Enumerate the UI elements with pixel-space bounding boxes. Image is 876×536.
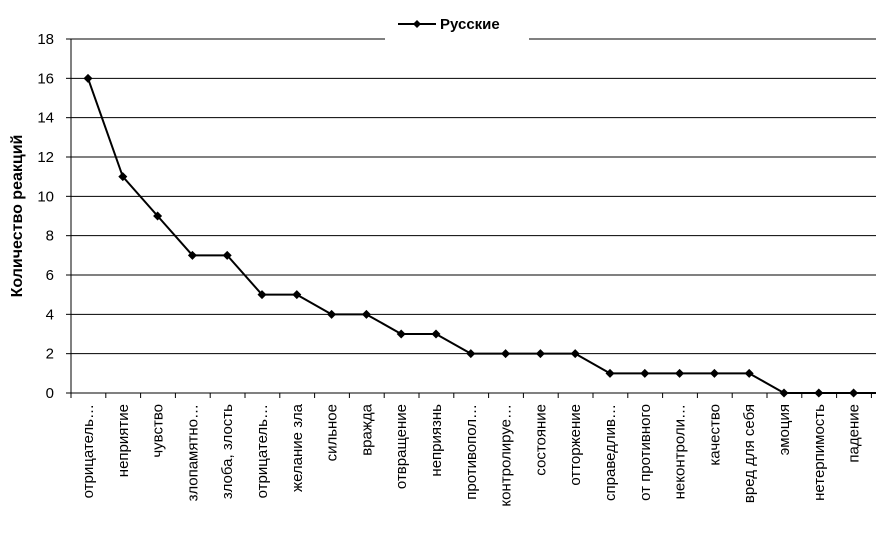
x-tick-label: злоба, злость (219, 404, 236, 499)
x-tick-label: качество (706, 404, 723, 466)
data-point (327, 309, 337, 319)
y-axis-label: Количество реакций (9, 135, 26, 298)
x-tick-labels: отрицатель… неприятие чувство злопамятно… зл… (80, 403, 863, 507)
y-tick-label: 0 (46, 385, 54, 402)
data-point (849, 388, 859, 398)
data-point (675, 368, 685, 378)
data-point (501, 349, 511, 359)
x-tick-label: злопамятно… (184, 404, 201, 501)
x-tick-label: справедлив… (602, 404, 619, 501)
y-tick-label: 16 (37, 70, 54, 87)
x-tick-label: отрицатель… (80, 404, 97, 498)
data-point (396, 329, 406, 339)
y-tick-label: 8 (46, 228, 54, 245)
x-tick-label: нетерпимость (811, 404, 828, 501)
x-tick-label: неприязнь (428, 404, 445, 477)
y-tick-label: 14 (37, 110, 54, 127)
x-tick-label: чувство (150, 404, 167, 458)
legend-marker (413, 20, 421, 28)
x-tick-label: неконтроли… (672, 404, 689, 499)
x-tick-label: контролируе… (498, 404, 515, 507)
data-point (709, 368, 719, 378)
x-tick-label: от противного (637, 404, 654, 501)
data-point (605, 368, 615, 378)
y-tick-label: 12 (37, 149, 54, 166)
grid-lines (71, 38, 876, 355)
x-tick-label: вред для себя (741, 404, 758, 503)
data-point (187, 250, 197, 260)
y-tick-labels: 0 2 4 6 8 10 12 14 16 18 (37, 31, 54, 402)
x-tick-label: противопол… (463, 404, 480, 500)
data-point (257, 290, 267, 300)
data-point (814, 388, 824, 398)
series-line (87, 77, 876, 394)
data-point (83, 73, 93, 83)
data-point (153, 211, 163, 221)
data-point (292, 290, 302, 300)
data-point (361, 309, 371, 319)
x-tick-label: отрицатель… (254, 404, 271, 498)
y-tick-label: 6 (46, 267, 54, 284)
y-tick-label: 2 (46, 346, 54, 363)
x-tick-label: отвращение (393, 404, 410, 489)
x-tick-label: отторжение (567, 404, 584, 486)
x-tick-label: состояние (532, 404, 549, 476)
legend: Русские (385, 10, 529, 40)
legend-entry-russians: Русские (440, 16, 500, 33)
x-tick-label: вражда (358, 403, 375, 455)
data-point (535, 349, 545, 359)
x-tick-label: неприятие (115, 404, 132, 477)
data-point (431, 329, 441, 339)
data-point (640, 368, 650, 378)
series-group (83, 73, 876, 398)
x-tick-label: сильное (324, 404, 341, 461)
y-tick-label: 18 (37, 31, 54, 48)
data-point (570, 349, 580, 359)
data-point (222, 250, 232, 260)
y-tick-label: 4 (46, 306, 54, 323)
data-point (744, 368, 754, 378)
x-tick-label: падение (846, 404, 863, 463)
y-tick-label: 10 (37, 188, 54, 205)
x-tick-label: эмоция (776, 404, 793, 455)
data-point (466, 349, 476, 359)
data-point (779, 388, 789, 398)
x-tick-label: желание зла (289, 403, 306, 492)
axes (66, 38, 876, 398)
data-point (118, 172, 128, 182)
